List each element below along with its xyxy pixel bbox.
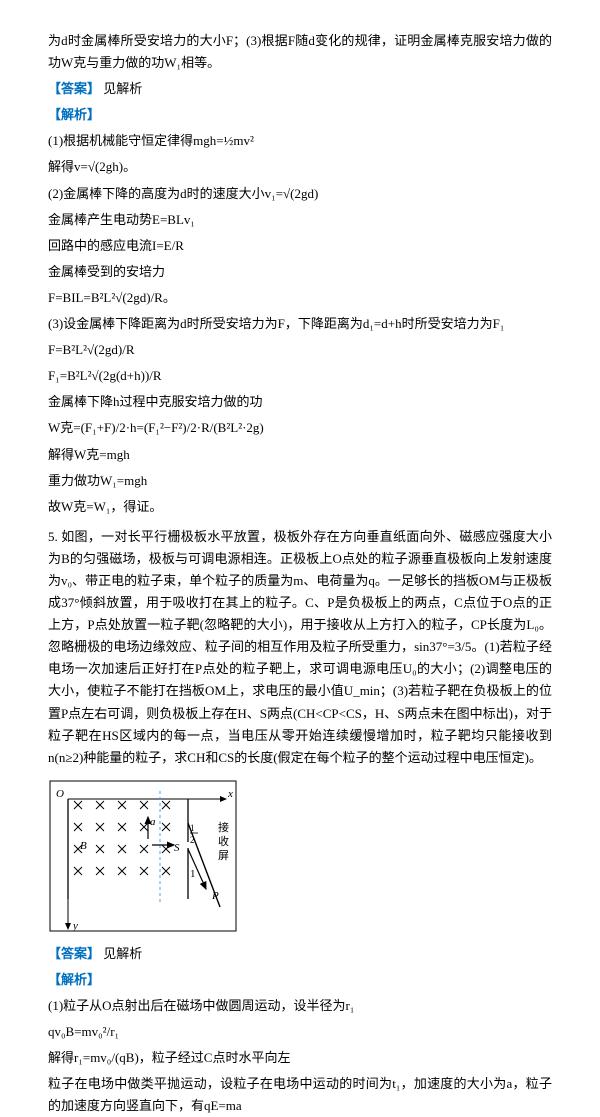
question-number: 5. (48, 529, 58, 544)
answer-text-2: 见解析 (103, 946, 142, 961)
step-b1: (1)粒子从O点射出后在磁场中做圆周运动，设半径为r₁ (48, 995, 552, 1017)
analysis-label-line: 【解析】 (48, 104, 552, 126)
step-a7: F=BIL=B²L²√(2gd)/R。 (48, 287, 552, 309)
svg-text:1: 1 (190, 868, 196, 880)
step-a13: 解得W克=mgh (48, 444, 552, 466)
step-a15: 故W克=W₁，得证。 (48, 496, 552, 518)
svg-text:收: 收 (218, 834, 229, 848)
step-a1: (1)根据机械能守恒定律得mgh=½mv² (48, 130, 552, 152)
step-a8: (3)设金属棒下降距离为d时所受安培力为F，下降距离为d₁=d+h时所受安培力为… (48, 313, 552, 335)
step-b3: 解得r₁=mv₀/(qB)，粒子经过C点时水平向左 (48, 1047, 552, 1069)
analysis-label-line-2: 【解析】 (48, 969, 552, 991)
step-a5: 回路中的感应电流I=E/R (48, 235, 552, 257)
step-a4: 金属棒产生电动势E=BLv₁ (48, 209, 552, 231)
step-a9: F=B²L²√(2gd)/R (48, 339, 552, 361)
answer-label: 【答案】 (48, 81, 100, 96)
step-b2: qv₀B=mv₀²/r₁ (48, 1021, 552, 1043)
analysis-label-2: 【解析】 (48, 972, 100, 987)
step-a2: 解得v=√(2gh)。 (48, 156, 552, 178)
svg-text:B: B (80, 840, 87, 852)
question-body: 如图，一对长平行栅极板水平放置，极板外存在方向垂直纸面向外、磁感应强度大小为B的… (48, 529, 552, 765)
analysis-label: 【解析】 (48, 107, 100, 122)
step-a12: W克=(F₁+F)/2·h=(F₁²−F²)/2·R/(B²L²·2g) (48, 417, 552, 439)
answer-line-2: 【答案】 见解析 (48, 943, 552, 965)
svg-text:y: y (72, 920, 78, 932)
step-a11: 金属棒下降h过程中克服安培力做的功 (48, 391, 552, 413)
svg-text:a: a (150, 816, 156, 828)
svg-text:2: 2 (190, 835, 195, 845)
svg-text:O: O (56, 788, 64, 800)
diagram-svg: OxyBaSP121接收屏 (48, 779, 238, 933)
step-b4: 粒子在电场中做类平抛运动，设粒子在电场中运动的时间为t₁，加速度的大小为a，粒子… (48, 1073, 552, 1117)
question-5: 5. 如图，一对长平行栅极板水平放置，极板外存在方向垂直纸面向外、磁感应强度大小… (48, 526, 552, 769)
svg-text:x: x (227, 788, 233, 800)
answer-line: 【答案】 见解析 (48, 78, 552, 100)
svg-text:1: 1 (190, 823, 195, 833)
step-a14: 重力做功W₁=mgh (48, 470, 552, 492)
step-a3: (2)金属棒下降的高度为d时的速度大小v₁=√(2gd) (48, 183, 552, 205)
answer-text: 见解析 (103, 81, 142, 96)
step-a10: F₁=B²L²√(2g(d+h))/R (48, 365, 552, 387)
svg-text:接: 接 (218, 821, 229, 834)
physics-diagram: OxyBaSP121接收屏 (48, 779, 552, 933)
step-a6: 金属棒受到的安培力 (48, 261, 552, 283)
intro-para: 为d时金属棒所受安培力的大小F；(3)根据F随d变化的规律，证明金属棒克服安培力… (48, 30, 552, 74)
svg-text:屏: 屏 (218, 849, 229, 862)
answer-label-2: 【答案】 (48, 946, 100, 961)
svg-text:P: P (211, 890, 219, 902)
